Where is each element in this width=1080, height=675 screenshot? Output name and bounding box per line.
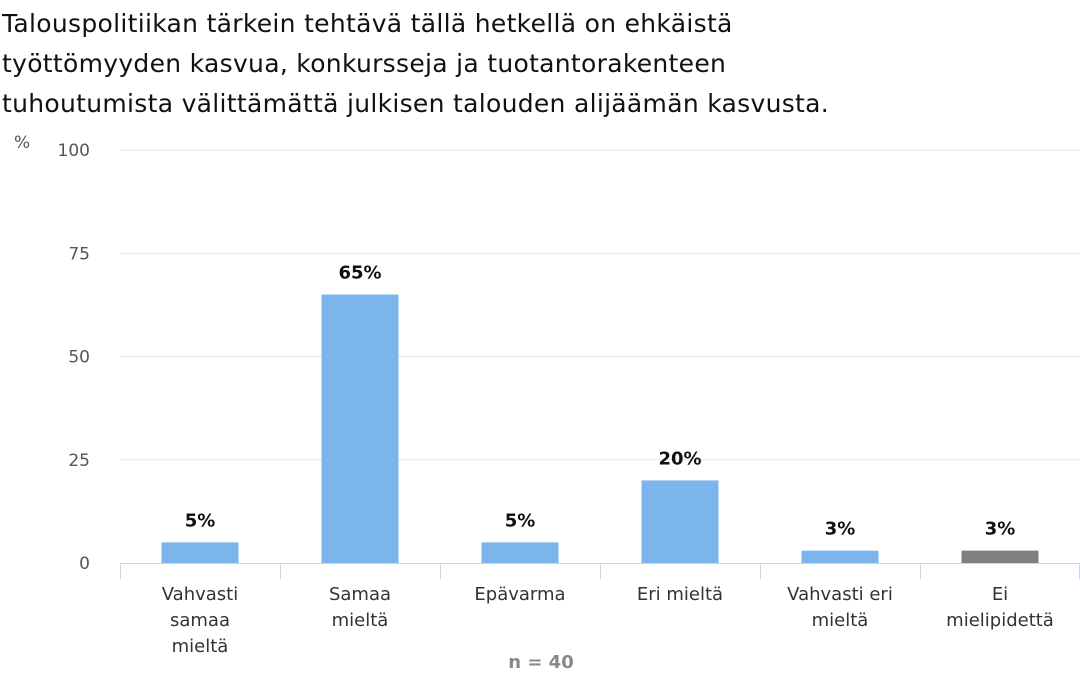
chart-title-line: tuhoutumista välittämättä julkisen talou… [2,89,830,118]
bar [321,294,399,563]
data-label: 3% [825,519,856,540]
bar [801,550,879,563]
bar [161,542,239,563]
sample-size-note: n = 40 [508,652,573,673]
data-label: 65% [338,263,381,284]
y-tick-label: 75 [68,244,90,264]
x-category-label: Vahvasti eri mieltä [787,584,893,631]
x-category-label-line: samaa [170,610,230,631]
chart-title-line: Talouspolitiikan tärkein tehtävä tällä h… [2,9,733,38]
x-category-label-line: mieltä [172,636,229,657]
bar [641,480,719,563]
labels: 0 25 50 75 100 5% Vahvasti samaa mieltä 65% Samaa m… [58,141,1054,657]
x-category-label-line: mielipidettä [946,610,1054,631]
x-category-label-line: Eri mieltä [637,584,723,605]
x-category-label: Ei mielipidettä [946,584,1054,631]
x-category-label: Epävarma [474,584,565,605]
y-tick-label: 25 [68,451,90,471]
data-label: 3% [985,519,1016,540]
bar [961,550,1039,563]
x-category-label: Vahvasti samaa mieltä [162,584,238,657]
bar [481,542,559,563]
x-category-label-line: Ei [992,584,1008,605]
data-label: 20% [658,448,701,469]
y-tick-label: 50 [68,348,90,368]
y-axis-unit-label: % [14,133,30,153]
data-label: 5% [185,510,216,531]
x-category-label-line: Samaa [329,584,391,605]
x-category-label-line: mieltä [332,610,389,631]
x-category-label-line: Vahvasti [162,584,238,605]
bars [161,294,1039,563]
chart-title-line: työttömyyden kasvua, konkursseja ja tuot… [2,49,727,78]
axes [120,563,1080,579]
gridlines [120,149,1080,461]
y-tick-label: 100 [58,141,90,161]
x-category-label-line: Vahvasti eri [787,584,893,605]
x-category-label: Samaa mieltä [329,584,391,631]
data-label: 5% [505,510,536,531]
x-category-label: Eri mieltä [637,584,723,605]
chart-title: Talouspolitiikan tärkein tehtävä tällä h… [2,4,1072,124]
y-tick-label: 0 [79,554,90,574]
x-category-label-line: Epävarma [474,584,565,605]
x-category-label-line: mieltä [812,610,869,631]
